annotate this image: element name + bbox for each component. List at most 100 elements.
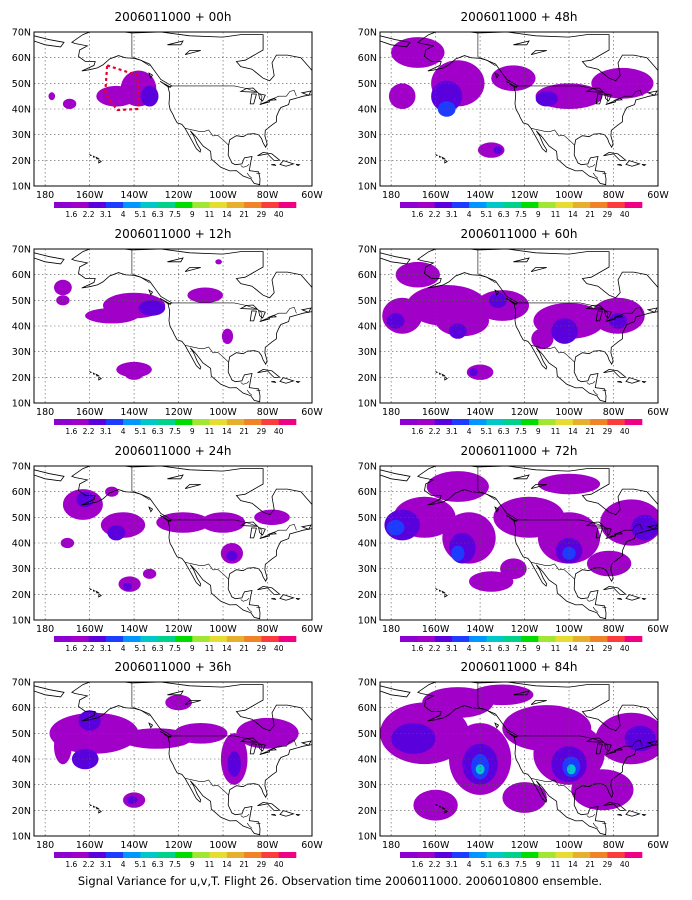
- border-line: [131, 490, 150, 501]
- variance-contour: [551, 318, 578, 344]
- colorbar-label: 29: [603, 644, 613, 653]
- colorbar-label: 40: [620, 860, 630, 869]
- island-outline: [444, 376, 448, 381]
- variance-contour: [493, 146, 503, 154]
- variance-contour: [227, 751, 241, 777]
- panel-title: 2006011000 + 36h: [115, 660, 232, 674]
- island-outline: [646, 307, 658, 313]
- coastline-north-america: [416, 32, 658, 186]
- lake-outline: [530, 700, 547, 705]
- lon-tick-label: 180: [382, 624, 400, 635]
- colorbar-label: 21: [585, 210, 595, 219]
- lat-tick-label: 70N: [358, 245, 377, 256]
- lat-tick-label: 40N: [12, 755, 31, 766]
- lon-tick-label: 100W: [209, 840, 237, 851]
- colorbar-label: 9: [190, 644, 195, 653]
- variance-contour: [54, 728, 72, 765]
- lake-outline: [604, 743, 612, 752]
- lon-tick-label: 60W: [301, 407, 323, 418]
- island-outline: [88, 803, 93, 807]
- colorbar-swatch: [590, 419, 608, 425]
- colorbar-label: 4: [467, 210, 472, 219]
- coastlines: [380, 682, 658, 836]
- lat-tick-label: 70N: [358, 678, 377, 689]
- map-panel-p12: 2006011000 + 12h 180 160W 140W 120W 100W 80W 60…: [12, 227, 328, 436]
- coastline-asia: [34, 252, 65, 265]
- island-outline: [159, 730, 171, 738]
- colorbar-swatch: [71, 636, 89, 642]
- island-outline: [434, 370, 439, 374]
- variance-contour: [107, 525, 126, 541]
- colorbar-label: 3.1: [446, 860, 458, 869]
- island-outline: [603, 151, 627, 162]
- border-line: [240, 597, 250, 602]
- island-outline: [257, 585, 281, 596]
- colorbar-swatch: [400, 636, 418, 642]
- colorbar-label: 2.2: [83, 210, 95, 219]
- lon-tick-label: 80W: [257, 190, 279, 201]
- colorbar-swatch: [572, 852, 591, 858]
- lat-tick-label: 60N: [12, 53, 31, 64]
- colorbar-label: 21: [585, 427, 595, 436]
- gridlines: [34, 466, 312, 620]
- border-line: [240, 380, 250, 385]
- border-line: [171, 519, 297, 539]
- colorbar-label: 7.5: [169, 210, 181, 219]
- colorbar-swatch: [244, 202, 262, 208]
- border-line: [184, 345, 229, 363]
- colorbar-swatch: [54, 852, 72, 858]
- colorbar-swatch: [278, 419, 297, 425]
- lat-tick-label: 60N: [12, 703, 31, 714]
- lon-tick-label: 100W: [555, 190, 583, 201]
- lat-tick-label: 60N: [12, 270, 31, 281]
- island-outline: [159, 80, 171, 88]
- colorbar-label: 4: [121, 860, 126, 869]
- variance-contour: [388, 83, 416, 109]
- lat-tick-label: 10N: [12, 399, 31, 410]
- colorbar-label: 21: [239, 644, 249, 653]
- lake-outline: [249, 743, 257, 755]
- colorbar: 1.6 2.2 3.1 4 5.1 6.3 7.5 9 11 14 21 29 40: [54, 202, 297, 219]
- island-outline: [434, 153, 439, 157]
- island-outline: [148, 72, 154, 79]
- lake-outline: [239, 304, 259, 310]
- colorbar-label: 9: [190, 860, 195, 869]
- colorbar-swatch: [538, 202, 556, 208]
- lake-outline: [184, 267, 201, 272]
- lat-tick-label: 60N: [358, 487, 377, 498]
- coastlines: [34, 249, 328, 403]
- lat-tick-label: 20N: [358, 156, 377, 167]
- lake-outline: [184, 700, 201, 705]
- colorbar-label: 11: [551, 427, 561, 436]
- island-outline: [98, 376, 102, 381]
- colorbar-label: 7.5: [515, 210, 527, 219]
- island-outline: [314, 297, 328, 309]
- colorbar-label: 21: [239, 427, 249, 436]
- colorbar-swatch: [451, 852, 470, 858]
- variance-contour: [226, 550, 238, 561]
- island-outline: [279, 810, 295, 817]
- colorbar-label: 4: [467, 427, 472, 436]
- coastline-north-america: [70, 466, 312, 620]
- lon-tick-label: 180: [382, 407, 400, 418]
- border-line: [586, 597, 596, 602]
- lat-tick-label: 10N: [358, 832, 377, 843]
- colorbar-label: 1.6: [65, 860, 77, 869]
- lat-tick-label: 20N: [358, 373, 377, 384]
- variance-contour: [71, 748, 99, 770]
- colorbar-swatch: [521, 202, 539, 208]
- lon-tick-label: 80W: [603, 840, 625, 851]
- island-outline: [279, 377, 295, 384]
- colorbar-swatch: [538, 852, 556, 858]
- colorbar-swatch: [261, 419, 280, 425]
- colorbar-label: 1.6: [65, 210, 77, 219]
- island-outline: [295, 814, 301, 817]
- lat-tick-label: 70N: [358, 28, 377, 39]
- island-outline: [92, 155, 96, 158]
- colorbar-label: 14: [222, 860, 232, 869]
- lon-tick-label: 80W: [257, 407, 279, 418]
- colorbar-swatch: [244, 636, 262, 642]
- colorbar-swatch: [555, 852, 574, 858]
- lake-outline: [258, 93, 266, 102]
